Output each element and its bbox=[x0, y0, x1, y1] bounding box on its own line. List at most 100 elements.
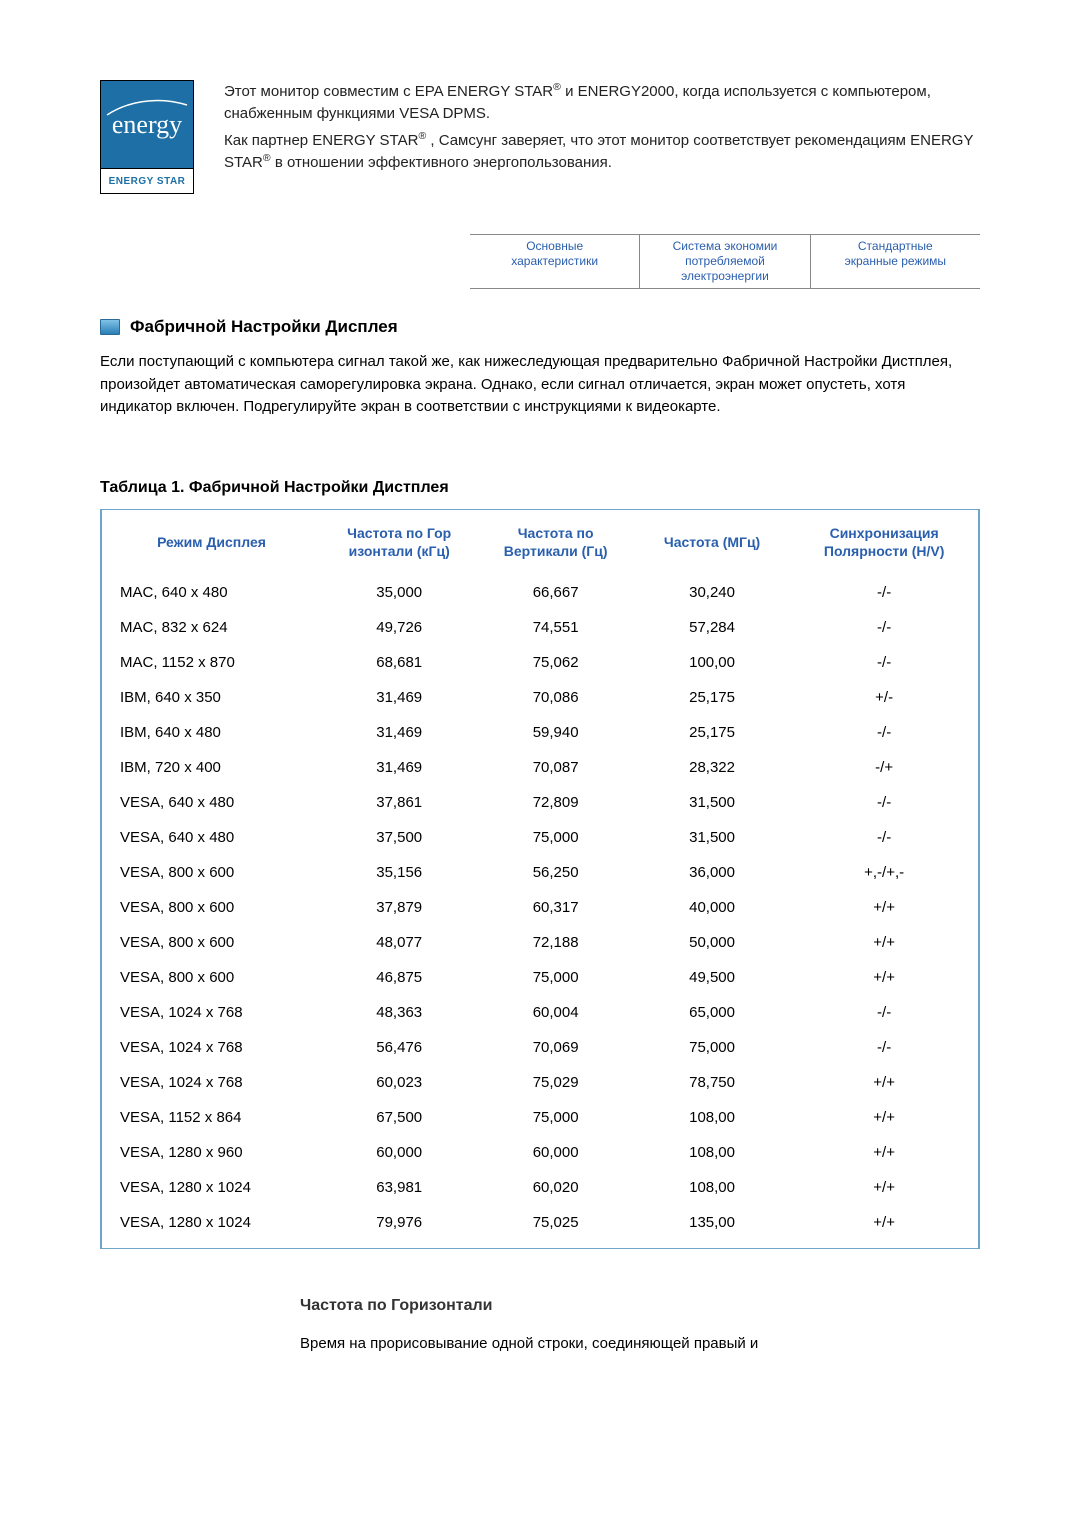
tab-preset-modes[interactable]: Стандартные экранные режимы bbox=[811, 235, 980, 288]
table-row: IBM, 640 x 35031,46970,08625,175+/- bbox=[102, 680, 978, 715]
table-cell: 31,469 bbox=[321, 724, 477, 741]
table-cell: 75,000 bbox=[634, 1039, 790, 1056]
table-cell: 65,000 bbox=[634, 1004, 790, 1021]
table-cell: 75,000 bbox=[477, 829, 633, 846]
table-cell: -/+ bbox=[790, 759, 978, 776]
table-cell: VESA, 1024 x 768 bbox=[102, 1074, 321, 1091]
table-cell: 79,976 bbox=[321, 1214, 477, 1231]
table-cell: 70,069 bbox=[477, 1039, 633, 1056]
table-cell: 74,551 bbox=[477, 619, 633, 636]
table-cell: 63,981 bbox=[321, 1179, 477, 1196]
table-cell: -/- bbox=[790, 829, 978, 846]
table-cell: 70,087 bbox=[477, 759, 633, 776]
energy-star-label: ENERGY STAR bbox=[101, 168, 193, 193]
table-cell: 75,000 bbox=[477, 969, 633, 986]
tab-label: Стандартные bbox=[817, 239, 974, 254]
definition-heading: Частота по Горизонтали bbox=[300, 1297, 980, 1315]
table-cell: 37,861 bbox=[321, 794, 477, 811]
table-cell: 56,476 bbox=[321, 1039, 477, 1056]
table-cell: -/- bbox=[790, 619, 978, 636]
table-row: MAC, 640 x 48035,00066,66730,240-/- bbox=[102, 575, 978, 610]
definition-text: Время на прорисовывание одной строки, со… bbox=[300, 1333, 980, 1356]
swoosh-icon bbox=[105, 91, 189, 121]
table-cell: 31,500 bbox=[634, 829, 790, 846]
reg-mark: ® bbox=[553, 81, 561, 93]
table-cell: 66,667 bbox=[477, 584, 633, 601]
table-cell: VESA, 800 x 600 bbox=[102, 934, 321, 951]
table-row: MAC, 832 x 62449,72674,55157,284-/- bbox=[102, 610, 978, 645]
table-cell: 78,750 bbox=[634, 1074, 790, 1091]
tab-label: Основные bbox=[476, 239, 633, 254]
table-cell: 25,175 bbox=[634, 724, 790, 741]
intro-block: energy ENERGY STAR Этот монитор совмести… bbox=[100, 80, 980, 194]
table-cell: 75,062 bbox=[477, 654, 633, 671]
table-cell: +/+ bbox=[790, 899, 978, 916]
table-cell: 48,077 bbox=[321, 934, 477, 951]
table-cell: VESA, 1280 x 1024 bbox=[102, 1214, 321, 1231]
table-cell: 60,000 bbox=[477, 1144, 633, 1161]
table-cell: 31,469 bbox=[321, 759, 477, 776]
table-cell: +/+ bbox=[790, 1179, 978, 1196]
table-cell: IBM, 720 x 400 bbox=[102, 759, 321, 776]
col-header: Синхронизация Полярности (H/V) bbox=[790, 524, 978, 562]
table-row: MAC, 1152 x 87068,68175,062100,00-/- bbox=[102, 645, 978, 680]
table-cell: 60,023 bbox=[321, 1074, 477, 1091]
table-cell: -/- bbox=[790, 794, 978, 811]
table-cell: 31,500 bbox=[634, 794, 790, 811]
table-cell: 75,000 bbox=[477, 1109, 633, 1126]
tab-power-saver[interactable]: Система экономии потребляемой электроэне… bbox=[640, 235, 810, 288]
table-cell: +/+ bbox=[790, 969, 978, 986]
table-cell: -/- bbox=[790, 654, 978, 671]
table-cell: IBM, 640 x 350 bbox=[102, 689, 321, 706]
table-cell: 31,469 bbox=[321, 689, 477, 706]
table-row: IBM, 720 x 40031,46970,08728,322-/+ bbox=[102, 750, 978, 785]
table-cell: 72,809 bbox=[477, 794, 633, 811]
table-cell: MAC, 832 x 624 bbox=[102, 619, 321, 636]
intro-p2-a: Как партнер ENERGY STAR bbox=[224, 132, 418, 149]
spec-tabs: Основные характеристики Система экономии… bbox=[470, 234, 980, 289]
table-cell: VESA, 640 x 480 bbox=[102, 829, 321, 846]
table-cell: 57,284 bbox=[634, 619, 790, 636]
tab-general-spec[interactable]: Основные характеристики bbox=[470, 235, 640, 288]
intro-paragraph-2: Как партнер ENERGY STAR® , Самсунг завер… bbox=[224, 129, 980, 175]
table-cell: 108,00 bbox=[634, 1179, 790, 1196]
table-cell: 108,00 bbox=[634, 1109, 790, 1126]
table-cell: 28,322 bbox=[634, 759, 790, 776]
table-cell: 49,726 bbox=[321, 619, 477, 636]
table-cell: 56,250 bbox=[477, 864, 633, 881]
table-body: MAC, 640 x 48035,00066,66730,240-/-MAC, … bbox=[102, 575, 978, 1248]
preset-timing-table: Режим Дисплея Частота по Гор изонтали (к… bbox=[100, 509, 980, 1250]
table-cell: 60,004 bbox=[477, 1004, 633, 1021]
table-title: Таблица 1. Фабричной Настройки Дистплея bbox=[100, 479, 980, 497]
table-cell: VESA, 1024 x 768 bbox=[102, 1004, 321, 1021]
intro-text: Этот монитор совместим с EPA ENERGY STAR… bbox=[224, 80, 980, 178]
table-row: VESA, 640 x 48037,86172,80931,500-/- bbox=[102, 785, 978, 820]
table-cell: +/+ bbox=[790, 1144, 978, 1161]
section-body: Если поступающий с компьютера сигнал так… bbox=[100, 351, 980, 419]
intro-p2-c: в отношении эффективного энергопользован… bbox=[271, 154, 612, 171]
table-cell: +,-/+,- bbox=[790, 864, 978, 881]
table-cell: VESA, 800 x 600 bbox=[102, 969, 321, 986]
table-row: VESA, 1024 x 76848,36360,00465,000-/- bbox=[102, 995, 978, 1030]
table-row: VESA, 1280 x 102463,98160,020108,00+/+ bbox=[102, 1170, 978, 1205]
table-cell: 75,025 bbox=[477, 1214, 633, 1231]
table-row: VESA, 1152 x 86467,50075,000108,00+/+ bbox=[102, 1100, 978, 1135]
definition-block: Частота по Горизонтали Время на прорисов… bbox=[100, 1297, 980, 1356]
table-cell: VESA, 800 x 600 bbox=[102, 899, 321, 916]
monitor-icon bbox=[100, 319, 120, 335]
tab-label: потребляемой электроэнергии bbox=[646, 254, 803, 284]
tab-label: Система экономии bbox=[646, 239, 803, 254]
table-cell: 37,879 bbox=[321, 899, 477, 916]
col-header: Частота по Вертикали (Гц) bbox=[477, 524, 633, 562]
table-cell: 48,363 bbox=[321, 1004, 477, 1021]
table-cell: 100,00 bbox=[634, 654, 790, 671]
table-cell: VESA, 1024 x 768 bbox=[102, 1039, 321, 1056]
table-cell: +/+ bbox=[790, 1109, 978, 1126]
table-cell: +/+ bbox=[790, 1214, 978, 1231]
col-header: Режим Дисплея bbox=[102, 533, 321, 552]
section-heading-text: Фабричной Настройки Дисплея bbox=[130, 317, 398, 337]
table-row: VESA, 1024 x 76860,02375,02978,750+/+ bbox=[102, 1065, 978, 1100]
table-cell: VESA, 1280 x 1024 bbox=[102, 1179, 321, 1196]
table-cell: 59,940 bbox=[477, 724, 633, 741]
table-cell: -/- bbox=[790, 1039, 978, 1056]
